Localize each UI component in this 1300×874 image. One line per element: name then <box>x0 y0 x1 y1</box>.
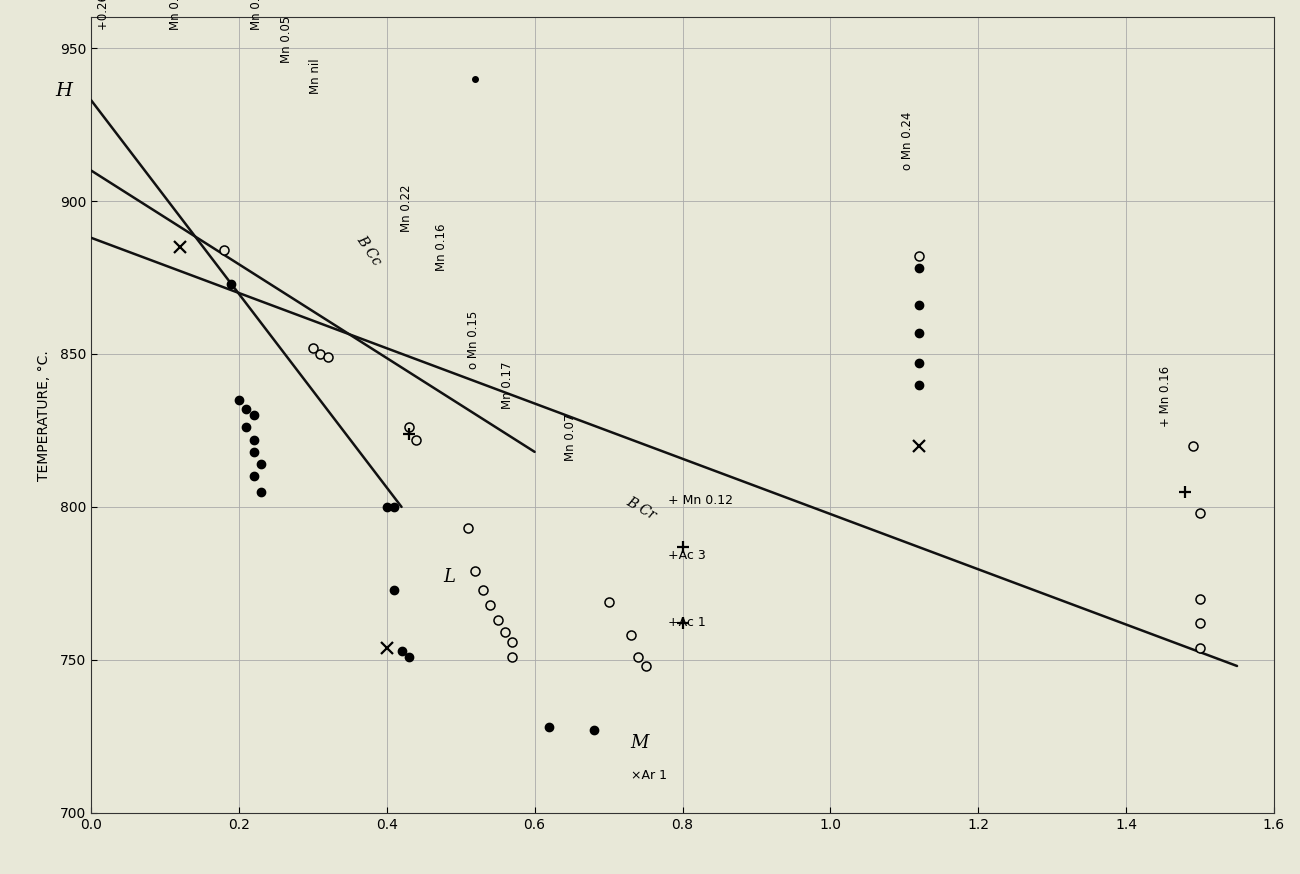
Text: +0.26 Mn: +0.26 Mn <box>98 0 111 30</box>
Y-axis label: TEMPERATURE, °C.: TEMPERATURE, °C. <box>38 350 52 481</box>
Text: Mn nil: Mn nil <box>309 59 322 94</box>
Text: Mn 0.07: Mn 0.07 <box>564 413 577 461</box>
Text: Mn 0.05: Mn 0.05 <box>250 0 263 30</box>
Text: Mn 0.05: Mn 0.05 <box>280 16 292 64</box>
Text: M: M <box>630 733 649 752</box>
Text: Mn 0.16: Mn 0.16 <box>434 224 447 271</box>
Text: +Ac 3: +Ac 3 <box>668 549 706 562</box>
Text: Mn 0.21: Mn 0.21 <box>169 0 182 30</box>
Text: B Cr: B Cr <box>624 494 658 523</box>
Text: L: L <box>443 568 455 586</box>
Text: o Mn 0.15: o Mn 0.15 <box>467 311 480 370</box>
Text: ×Ar 1: ×Ar 1 <box>630 769 667 782</box>
Text: + Mn 0.12: + Mn 0.12 <box>668 494 733 507</box>
Text: Mn 0.17: Mn 0.17 <box>502 362 515 409</box>
Text: H: H <box>56 82 73 101</box>
Text: +Ac 1: +Ac 1 <box>668 616 706 629</box>
Text: o Mn 0.24: o Mn 0.24 <box>901 112 914 170</box>
Text: Mn 0.22: Mn 0.22 <box>400 184 413 232</box>
Text: B Cc: B Cc <box>354 233 384 268</box>
Text: + Mn 0.16: + Mn 0.16 <box>1160 366 1173 427</box>
